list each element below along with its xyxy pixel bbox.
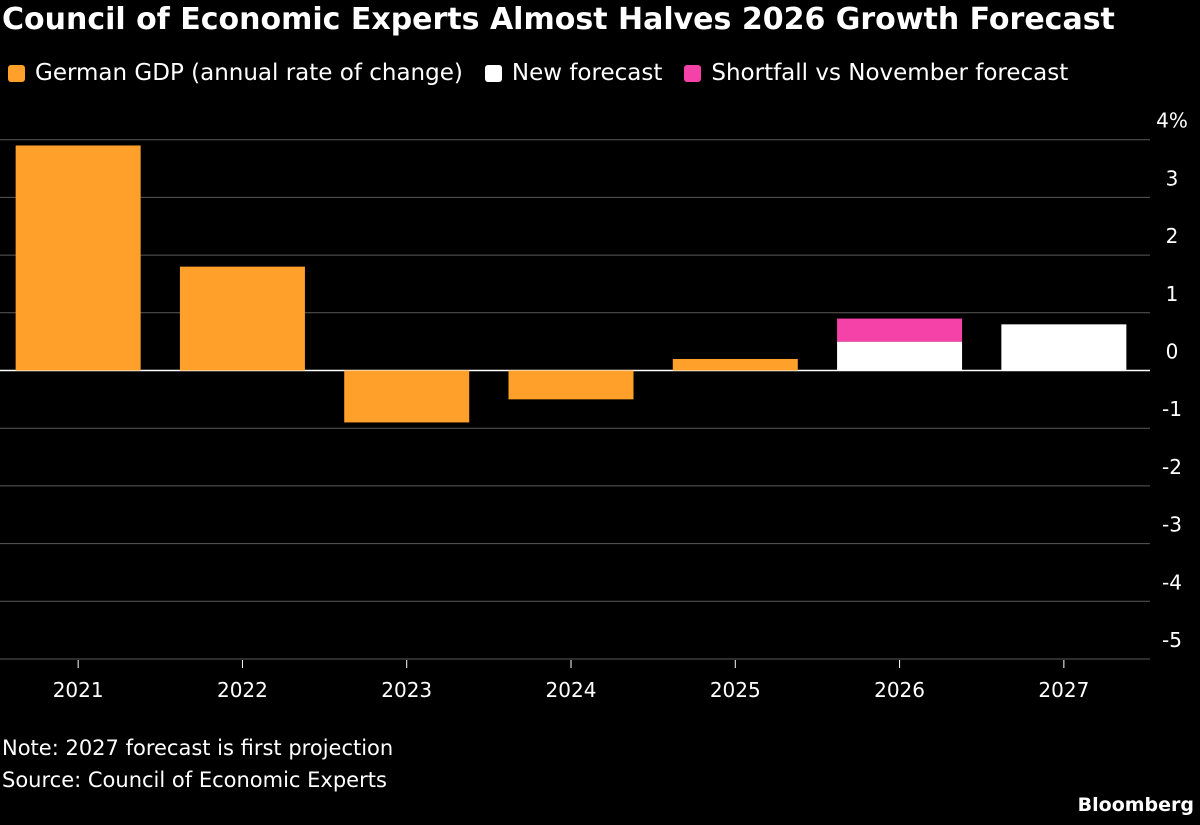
- y-tick-label: -2: [1162, 455, 1182, 479]
- bar-2021-series-0: [15, 145, 141, 371]
- bar-2022-series-0: [179, 266, 305, 371]
- note-text: Note: 2027 forecast is first projection: [2, 736, 394, 760]
- legend-label-shortfall: Shortfall vs November forecast: [711, 60, 1069, 86]
- footnotes: Note: 2027 forecast is first projection …: [2, 732, 393, 796]
- legend-label-new-forecast: New forecast: [511, 60, 663, 86]
- legend: German GDP (annual rate of change) New f…: [8, 60, 1090, 86]
- legend-swatch-new-forecast: [484, 64, 502, 82]
- source-text: Source: Council of Economic Experts: [2, 768, 387, 792]
- y-tick-label: -5: [1162, 628, 1182, 652]
- legend-swatch-shortfall: [684, 64, 702, 82]
- bar-chart: 4% 3 2 1 0 -1 -2 -3 -4 -5 2021 2022 2023 2024 2025 2026…: [0, 109, 1188, 702]
- y-tick-label: -4: [1162, 570, 1182, 594]
- legend-swatch-gdp: [8, 64, 25, 82]
- bar-2026-series-1: [837, 341, 963, 371]
- legend-item-gdp: German GDP (annual rate of change): [8, 60, 463, 86]
- bar-2025-series-0: [672, 358, 798, 371]
- x-tick-label: 2023: [381, 678, 432, 702]
- x-tick-label: 2021: [53, 678, 104, 702]
- bar-2024-series-0: [508, 370, 634, 400]
- legend-item-new-forecast: New forecast: [484, 60, 663, 86]
- y-tick-label: -1: [1162, 397, 1182, 421]
- bar-2023-series-0: [344, 370, 470, 423]
- legend-item-shortfall: Shortfall vs November forecast: [684, 60, 1068, 86]
- x-tick-label: 2022: [217, 678, 268, 702]
- y-tick-label: -3: [1162, 513, 1182, 537]
- bar-2026-series-2: [837, 318, 963, 342]
- bar-2027-series-1: [1001, 324, 1127, 371]
- y-tick-label: 0: [1166, 340, 1179, 364]
- y-tick-label: 1: [1166, 282, 1179, 306]
- y-tick-label: 3: [1166, 166, 1179, 190]
- chart-title: Council of Economic Experts Almost Halve…: [2, 2, 1115, 37]
- x-tick-label: 2026: [874, 678, 925, 702]
- bloomberg-logo: Bloomberg: [1077, 794, 1194, 816]
- y-tick-label: 4%: [1156, 109, 1188, 133]
- x-tick-label: 2024: [546, 678, 597, 702]
- y-tick-label: 2: [1166, 224, 1179, 248]
- x-tick-label: 2025: [710, 678, 761, 702]
- x-tick-label: 2027: [1038, 678, 1089, 702]
- legend-label-gdp: German GDP (annual rate of change): [35, 60, 463, 86]
